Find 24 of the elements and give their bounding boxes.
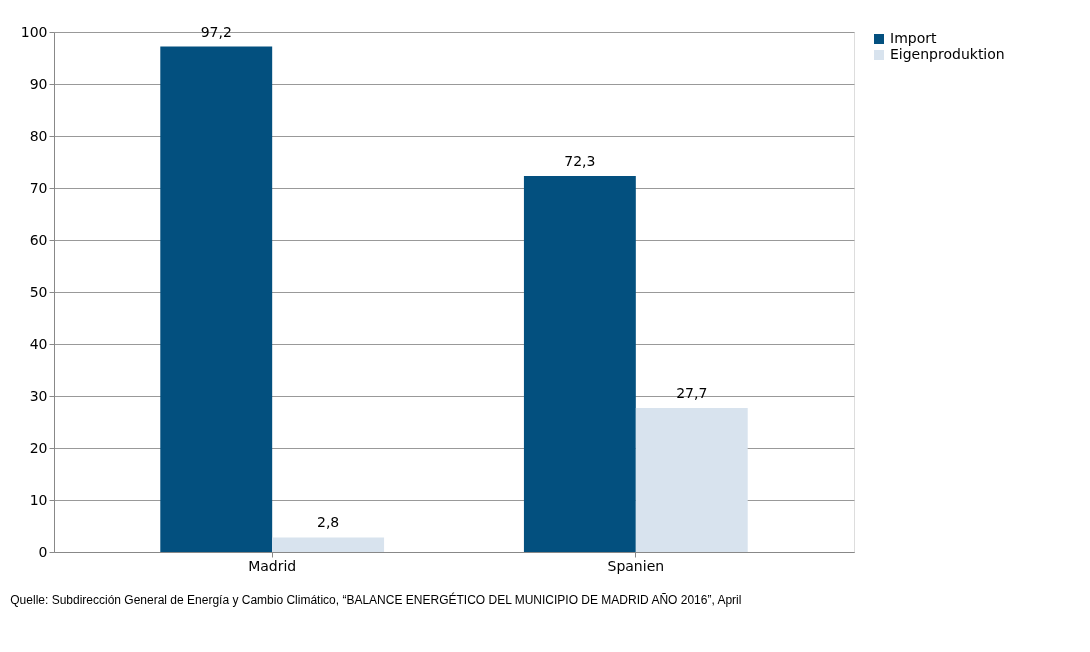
x-tick-label: Spanien (607, 557, 665, 574)
y-tick-label: 30 (29, 387, 48, 404)
y-tick-label: 40 (29, 335, 48, 352)
bar (160, 46, 273, 552)
y-tick-label: 90 (29, 75, 48, 92)
data-label: 72,3 (564, 153, 596, 170)
legend-label: Eigenproduktion (890, 46, 1005, 62)
y-tick-label: 80 (29, 127, 48, 144)
bar (523, 176, 636, 552)
y-tick-label: 50 (29, 283, 48, 300)
data-label: 2,8 (316, 514, 340, 531)
y-tick-label: 60 (29, 231, 48, 248)
data-label: 97,2 (200, 23, 232, 40)
data-label: 27,7 (676, 384, 708, 401)
x-tick-label: Madrid (248, 557, 297, 574)
bar (635, 407, 748, 552)
legend-label: Import (890, 30, 937, 46)
y-tick-label: 20 (29, 439, 48, 456)
y-tick-label: 0 (38, 543, 48, 560)
y-tick-label: 100 (20, 23, 48, 40)
source-note: Quelle: Subdirección General de Energía y Cambio Climático, “BALANCE ENERGÉTICO DEL MUNICIPIO DE MADRID AÑO 2016”, April (10, 592, 742, 607)
y-tick-label: 70 (29, 179, 48, 196)
y-tick-label: 10 (29, 491, 48, 508)
bar (272, 537, 385, 552)
